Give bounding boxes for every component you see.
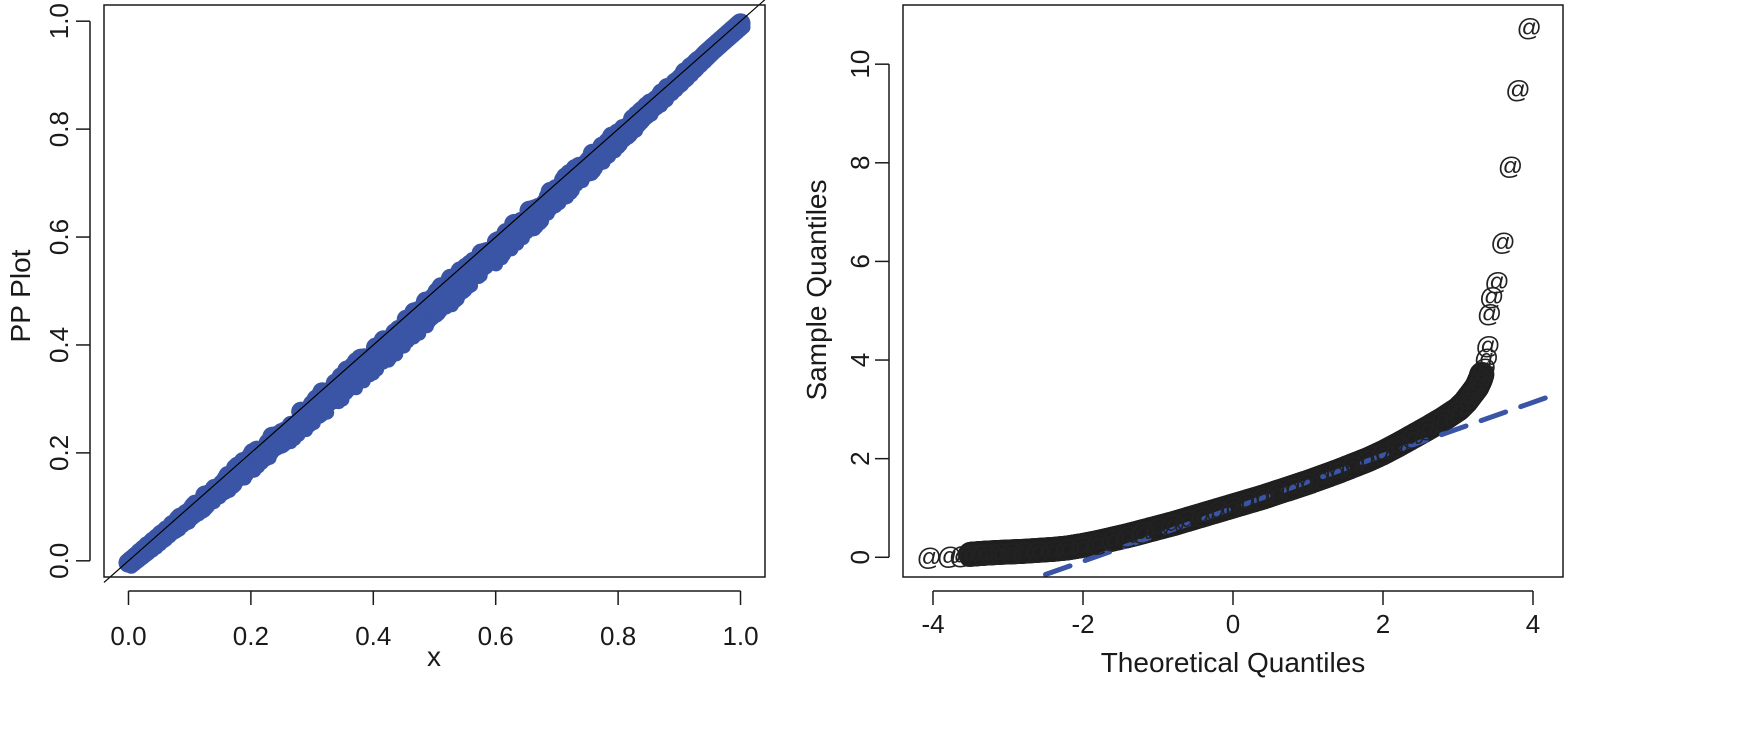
qq-x-tick-label: 2 [1376,609,1390,639]
pp-x-tick-label: 0.0 [110,621,146,651]
qq-point: @ [1460,379,1485,407]
qq-point: @ [1265,479,1290,507]
qq-point: @ [1453,389,1478,417]
qq-line [1043,394,1551,578]
qq-point: @ [1445,396,1470,424]
qq-y-tick-label: 8 [845,156,875,170]
qq-point: @ [1472,354,1497,382]
pp-plot-panel: 0.0 0.2 0.4 0.6 0.8 1.0 0.0 0.2 0.4 0.6 0.8 1.0 x P… [5,0,766,672]
qq-y-tick-label: 2 [845,451,875,465]
pp-y-tick-label: 0.2 [44,435,74,471]
pp-y-tick-label: 0.0 [44,543,74,579]
qq-point: @ [1385,432,1410,460]
qq-point: @ [1310,464,1335,492]
qq-point: @ [1160,511,1185,539]
qq-point: @ [1477,300,1502,328]
qq-y-tick-label: 6 [845,254,875,268]
qq-y-axis-title: Sample Quantiles [801,179,832,400]
qq-point: @ [1085,529,1110,557]
qq-point: @ [1145,515,1170,543]
pp-y-tick-label: 0.6 [44,219,74,255]
qq-x-tick-label: 4 [1526,609,1540,639]
pp-x-tick-label: 0.2 [233,621,269,651]
qq-point: @ [1040,536,1065,564]
qq-point-dense [1469,361,1495,387]
qq-y-tick-label: 0 [845,550,875,564]
qq-point: @ [1469,361,1494,389]
pp-plot-frame [103,4,766,578]
pp-x-tick-label: 1.0 [722,621,758,651]
qq-point: @ [949,542,974,570]
qq-point: @ [1370,440,1395,468]
qq-point: @ [1468,366,1493,394]
pp-reference-line-segment [103,0,766,583]
qq-point: @ [1205,497,1230,525]
qq-point: @ [1464,374,1489,402]
pp-y-axis-title: PP Plot [5,249,36,342]
qq-point: @ [1055,535,1080,563]
qq-plot-frame [902,4,1564,578]
qq-point: @ [1025,537,1050,565]
qq-point: @ [1340,453,1365,481]
qq-point: @ [1130,519,1155,547]
qq-point: @ [1250,484,1275,512]
qq-point: @ [1484,268,1509,296]
qq-point-band [958,361,1495,567]
pp-point [736,20,751,35]
qq-x-axis-title: Theoretical Quantiles [1101,647,1366,678]
qq-x-tick-label: -4 [921,609,944,639]
qq-point: @ [1010,538,1035,566]
qq-point: @ [1235,489,1260,517]
qq-points: @@@@@@@@@@@@@@@@@@@@@@@@@@@@@@@@@@@@@@@@… [917,14,1542,571]
qq-point: @ [988,539,1013,567]
qq-y-tick-label: 4 [845,353,875,367]
qq-point: @ [1295,469,1320,497]
qq-plot-panel: @@@@@@@@@@@@@@@@@@@@@@@@@@@@@@@@@@@@@@@@… [801,4,1564,678]
pp-y-tick-label: 1.0 [44,3,74,39]
qq-x-tick-label: 0 [1226,609,1240,639]
qq-point: @ [1070,532,1095,560]
qq-point: @ [917,543,942,571]
qq-point: @ [971,540,996,568]
qq-point: @ [1430,406,1455,434]
qq-point: @ [1220,493,1245,521]
qq-point: @ [1175,506,1200,534]
qq-point: @ [1325,458,1350,486]
pp-x-tick-label: 0.6 [478,621,514,651]
qq-point: @ [1490,229,1515,257]
qq-point: @ [1115,523,1140,551]
qq-axes: -4 -2 0 2 4 0 2 4 6 8 10 [845,50,1540,639]
qq-point: @ [937,542,962,570]
pp-y-tick-label: 0.4 [44,327,74,363]
pp-x-tick-label: 0.4 [355,621,391,651]
qq-y-tick-label: 10 [845,50,875,79]
qq-point: @ [1505,76,1530,104]
pp-y-tick-label: 0.8 [44,111,74,147]
qq-point: @ [1400,423,1425,451]
qq-point: @ [1355,447,1380,475]
pp-axes: 0.0 0.2 0.4 0.6 0.8 1.0 0.0 0.2 0.4 0.6 0.8 1.0 [44,3,759,651]
qq-x-tick-label: -2 [1071,609,1094,639]
qq-point: @ [1475,332,1500,360]
qq-point: @ [1479,283,1504,311]
qq-point: @ [979,540,1004,568]
pp-points [118,13,751,574]
qq-point: @ [1517,14,1542,42]
qq-point: @ [1415,415,1440,443]
qq-point: @ [1280,474,1305,502]
pp-x-axis-title: x [427,641,441,672]
qq-point: @ [1498,152,1523,180]
qq-point: @ [999,539,1024,567]
qq-point: @ [1466,369,1491,397]
qq-point: @ [958,541,983,569]
qq-line-segment [1043,394,1551,578]
qq-point: @ [1190,502,1215,530]
pp-reference-line [103,0,766,583]
qq-point: @ [1474,345,1499,373]
qq-point: @ [964,541,989,569]
pp-x-tick-label: 0.8 [600,621,636,651]
qq-point: @ [1100,526,1125,554]
qq-point: @ [1457,384,1482,412]
